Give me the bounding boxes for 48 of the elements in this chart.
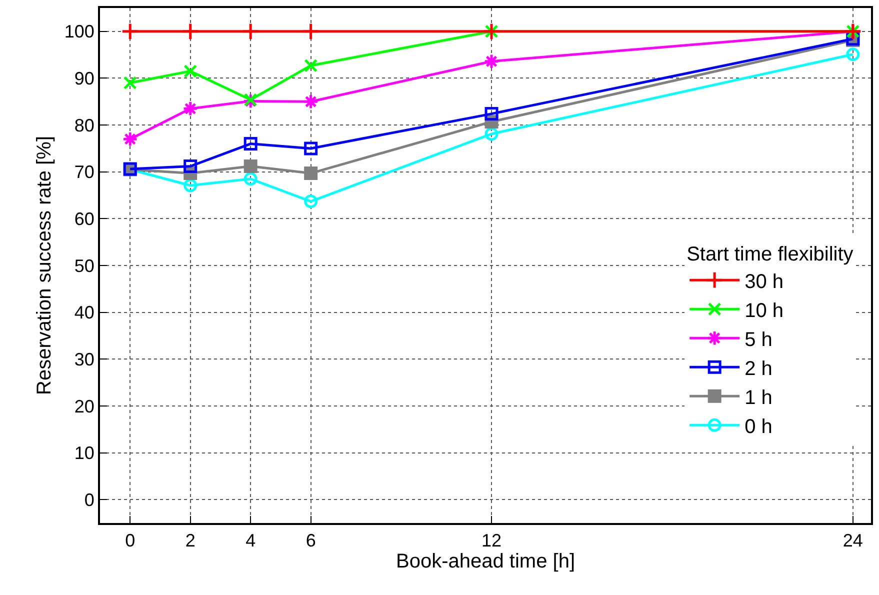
point [244,137,258,151]
y-tick-label: 0 [84,490,94,510]
y-tick-label: 10 [74,443,94,464]
point [184,64,198,78]
point [846,48,860,62]
y-tick-label: 70 [74,162,94,182]
y-tick-label: 90 [74,68,94,89]
x-tick-label: 0 [125,530,136,551]
point [304,58,318,72]
point [242,22,260,40]
legend-title: Start time flexibility [686,244,854,266]
legend-label: 5 h [744,328,772,351]
point [184,178,198,192]
point [121,22,140,40]
y-tick-label: 20 [74,396,94,416]
y-tick-label: 40 [74,302,94,323]
point [244,172,258,186]
point [484,107,498,121]
y-tick-label: 30 [74,349,94,370]
legend-label: 10 h [744,300,784,322]
y-tick-label: 100 [64,22,94,42]
point [484,54,500,70]
point [484,127,498,141]
x-tick-label: 6 [306,530,316,551]
point [304,142,318,156]
point [122,131,138,147]
y-tick-label: 60 [74,208,94,229]
point [184,160,198,173]
point [123,76,137,90]
point [181,22,200,40]
legend-label: 30 h [744,270,784,293]
x-tick-label: 24 [842,530,863,551]
point [302,94,319,110]
legend-label: 1 h [744,386,772,409]
point [304,166,318,180]
x-tick-label: 4 [246,530,256,551]
x-axis-title: Book-ahead time [h] [396,550,575,573]
y-axis-title: Reservation success rate [%] [33,136,56,395]
point [182,100,198,117]
y-tick-label: 50 [74,256,94,276]
x-tick-label: 2 [185,530,196,551]
legend-label: 2 h [744,358,772,380]
x-tick-label: 12 [482,530,502,551]
point [244,160,258,173]
y-tick-label: 80 [74,115,94,136]
legend-label: 0 h [744,416,772,438]
point [302,22,320,40]
point [304,194,318,208]
